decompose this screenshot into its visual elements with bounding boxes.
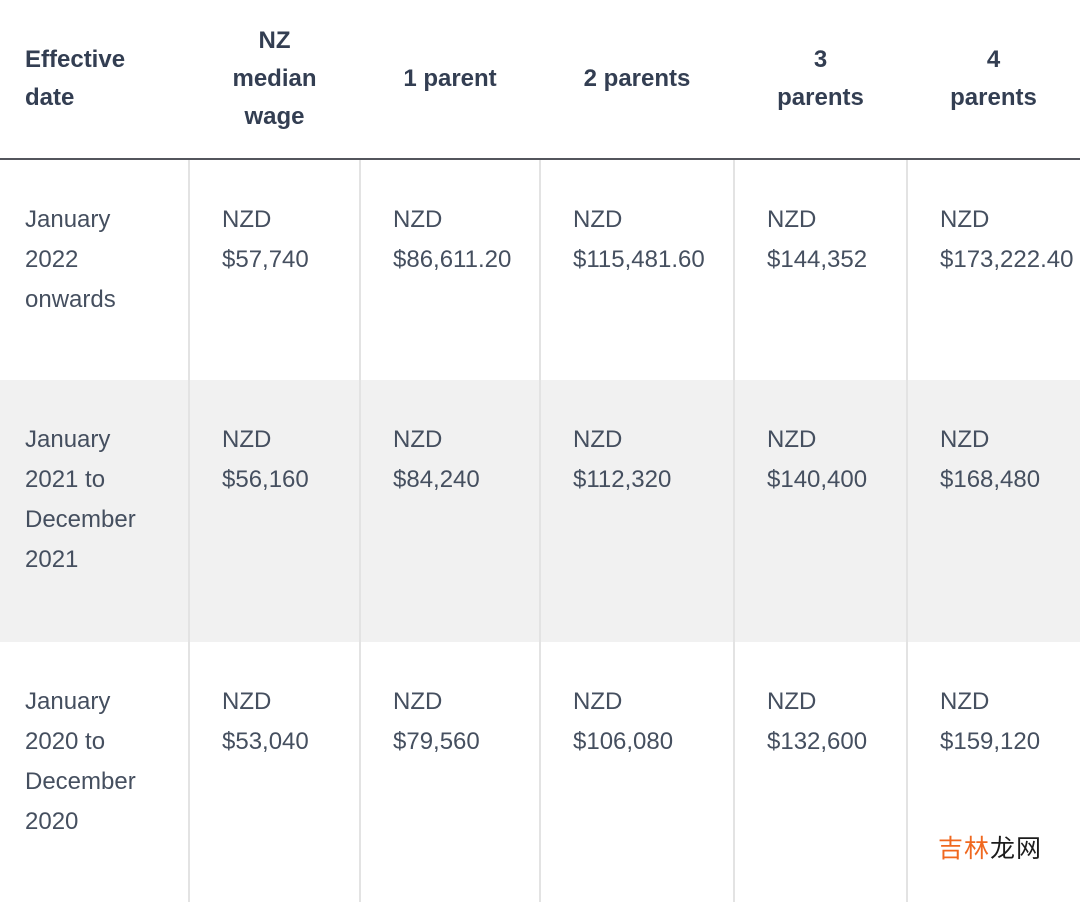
two-parents-cell: NZD $112,320 (539, 380, 734, 642)
table-row-2022-onwards: January 2022 onwards NZD $57,740 NZD $86… (0, 159, 1080, 380)
three-parents-cell: NZD $140,400 (733, 380, 907, 642)
table-row-2020: January 2020 to December 2020 NZD $53,04… (0, 642, 1080, 902)
watermark-text-longwang: 龙网 (989, 834, 1042, 863)
four-parents-cell: NZD $159,120 (906, 642, 1080, 902)
effective-date-cell: January 2022 onwards (25, 206, 116, 313)
watermark-text-jilin: 吉林 (937, 834, 990, 863)
effective-date-cell: January 2020 to December 2020 (25, 688, 136, 835)
three-parents-cell: NZD $144,352 (733, 159, 907, 380)
column-header-3-parents: 3 parents (734, 0, 907, 160)
table-header-row: Effective date NZ median wage 1 parent 2… (0, 0, 1080, 160)
four-parents-cell: NZD $168,480 (906, 380, 1080, 642)
column-header-effective-date: Effective date (0, 0, 189, 160)
table-row-2021: January 2021 to December 2021 NZD $56,16… (0, 380, 1080, 642)
watermark: 吉林龙网 (938, 834, 1042, 864)
column-header-4-parents: 4 parents (907, 0, 1080, 160)
three-parents-cell: NZD $132,600 (733, 642, 907, 902)
effective-date-cell: January 2021 to December 2021 (0, 380, 189, 642)
median-wage-cell: NZD $57,740 (188, 159, 360, 380)
column-header-1-parent: 1 parent (360, 0, 540, 160)
column-header-2-parents: 2 parents (540, 0, 734, 160)
column-header-nz-median-wage: NZ median wage (189, 0, 360, 160)
one-parent-cell: NZD $86,611.20 (359, 159, 540, 380)
two-parents-cell: NZD $106,080 (539, 642, 734, 902)
one-parent-cell: NZD $79,560 (359, 642, 540, 902)
median-wage-cell: NZD $53,040 (188, 642, 360, 902)
two-parents-cell: NZD $115,481.60 (539, 159, 734, 380)
four-parents-cell: NZD $173,222.40 (906, 159, 1080, 380)
median-wage-cell: NZD $56,160 (188, 380, 360, 642)
one-parent-cell: NZD $84,240 (359, 380, 540, 642)
